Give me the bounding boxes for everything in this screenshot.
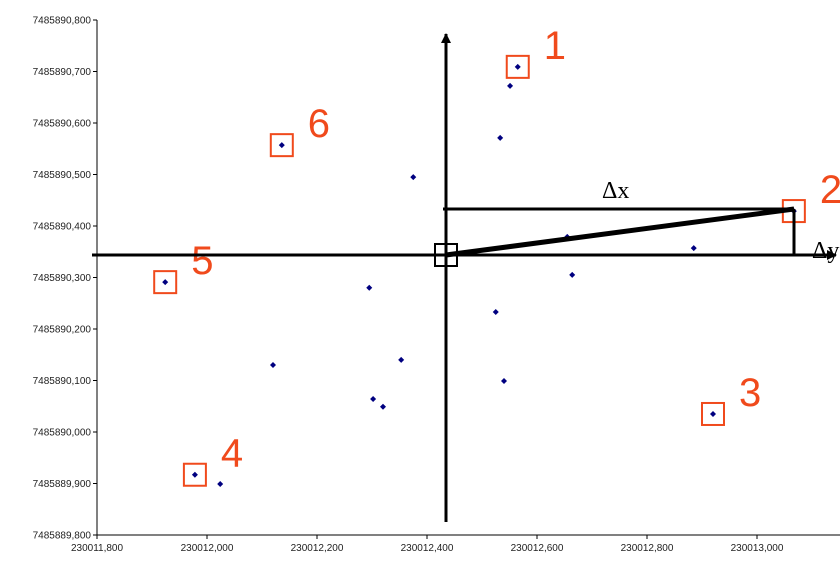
point (690, 245, 697, 252)
y-tick-label: 7485890,000 (33, 428, 92, 439)
vector-line (445, 206, 795, 258)
point-label: 5 (191, 239, 213, 283)
point (380, 403, 386, 410)
point (370, 396, 377, 403)
point (492, 309, 499, 316)
point (507, 82, 514, 89)
point (366, 284, 373, 291)
point-label: 6 (308, 102, 330, 146)
origin-box (434, 243, 458, 267)
point (398, 356, 405, 363)
y-tick-label: 7485890,400 (33, 222, 92, 233)
x-tick-label: 230012,200 (291, 543, 344, 554)
point (191, 471, 198, 478)
x-tick-label: 230013,000 (731, 543, 784, 554)
y-tick-label: 7485889,900 (33, 479, 92, 490)
y-tick-label: 7485889,800 (33, 531, 92, 542)
x-tick-label: 230012,800 (621, 543, 674, 554)
y-tick-label: 7485890,600 (33, 119, 92, 130)
point (270, 362, 276, 369)
delta-y: Δy (812, 238, 839, 264)
arrows: Δx Δy (92, 33, 839, 522)
highlight-box (505, 54, 530, 79)
point-label: 2 (820, 168, 840, 212)
point-label: 3 (739, 371, 761, 415)
x-tick-label: 230012,000 (181, 543, 234, 554)
highlight-box (701, 401, 725, 426)
x-tick-label: 230011,800 (71, 543, 124, 554)
point (217, 481, 224, 488)
point (710, 410, 716, 417)
point (569, 271, 576, 278)
y-tick-label: 7485890,100 (33, 376, 92, 387)
point (497, 134, 504, 141)
point (501, 378, 507, 385)
point-label: 1 (544, 24, 566, 68)
highlight-box (153, 270, 178, 295)
point (162, 279, 169, 286)
x-tick-label: 230012,600 (511, 543, 564, 554)
y-tick-label: 7485890,200 (33, 325, 92, 336)
y-tick-label: 7485890,300 (33, 273, 92, 284)
y-tick-label: 7485890,800 (33, 16, 92, 27)
point-label: 4 (221, 432, 243, 476)
plot: 7485889,800 7485889,900 7485890,000 7485890… (33, 16, 840, 555)
delta-x: Δx (602, 178, 629, 204)
highlight-box (182, 462, 207, 487)
y-tick-label: 7485890,500 (33, 170, 92, 181)
y-tick-label: 7485890,700 (33, 67, 92, 78)
point (410, 174, 417, 181)
point (278, 142, 285, 149)
x-tick-label: 230012,400 (401, 543, 454, 554)
highlight-box (269, 133, 294, 158)
point (514, 63, 521, 70)
